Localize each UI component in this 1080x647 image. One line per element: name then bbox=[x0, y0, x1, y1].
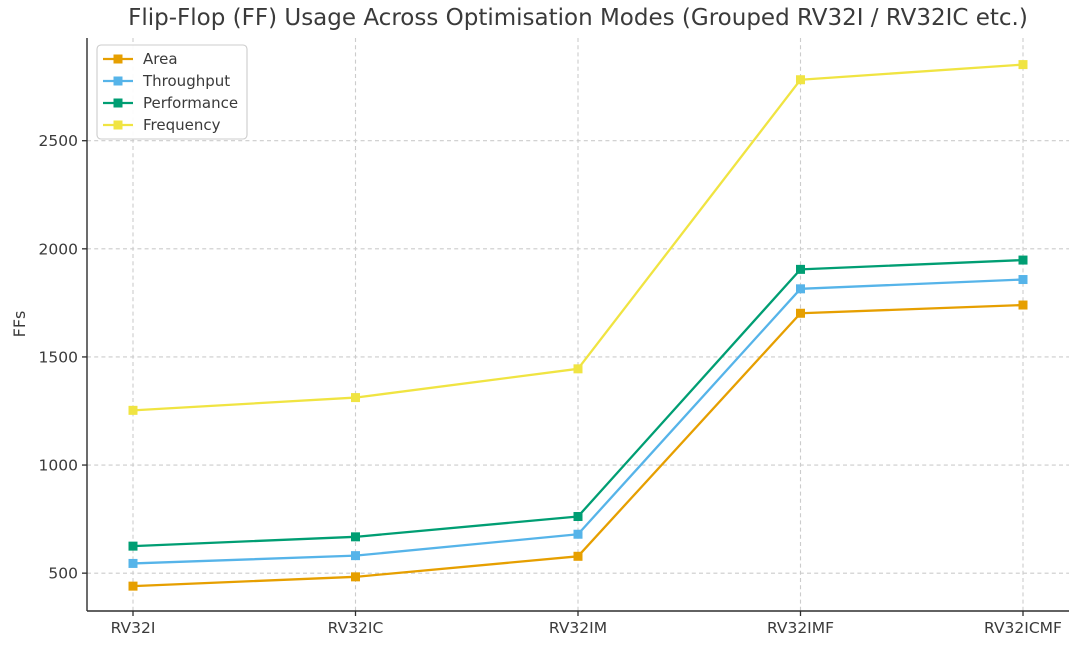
legend-label: Area bbox=[143, 50, 178, 68]
legend-marker-swatch bbox=[113, 76, 123, 86]
legend-item: Throughput bbox=[103, 72, 230, 90]
data-point-marker bbox=[351, 532, 360, 542]
data-point-marker bbox=[351, 551, 360, 561]
data-point-marker bbox=[1018, 300, 1028, 310]
y-axis-label: FFs bbox=[10, 311, 29, 338]
y-tick-label: 2500 bbox=[39, 132, 78, 150]
data-point-marker bbox=[128, 541, 138, 551]
legend-item: Frequency bbox=[103, 116, 221, 134]
legend-marker-swatch bbox=[113, 54, 123, 64]
data-point-marker bbox=[796, 264, 805, 274]
data-point-marker bbox=[796, 308, 805, 318]
x-tick-label: RV32IM bbox=[549, 619, 607, 637]
x-tick-label: RV32IC bbox=[328, 619, 384, 637]
series-area bbox=[128, 300, 1028, 591]
data-point-marker bbox=[573, 512, 583, 522]
data-point-marker bbox=[573, 551, 583, 561]
legend-item: Area bbox=[103, 50, 178, 68]
axes: 500 1000 1500 2000 2500 RV32I RV32IC RV32IM RV32… bbox=[39, 38, 1069, 637]
legend-marker-swatch bbox=[113, 98, 123, 108]
x-tick-label: RV32IMF bbox=[767, 619, 834, 637]
y-tick-label: 1000 bbox=[39, 457, 78, 475]
data-point-marker bbox=[796, 75, 805, 85]
y-tick-label: 2000 bbox=[39, 240, 78, 258]
x-tick-label: RV32I bbox=[111, 619, 156, 637]
legend-label: Frequency bbox=[143, 116, 221, 134]
legend-label: Throughput bbox=[142, 72, 230, 90]
data-point-marker bbox=[796, 284, 805, 294]
legend: Area Throughput Performance Frequency bbox=[96, 44, 248, 140]
data-series-layer bbox=[128, 60, 1028, 591]
data-point-marker bbox=[1018, 60, 1028, 70]
data-point-marker bbox=[1018, 275, 1028, 285]
legend-item: Performance bbox=[103, 94, 238, 112]
series-throughput bbox=[128, 275, 1028, 568]
data-point-marker bbox=[351, 393, 360, 403]
legend-label: Performance bbox=[143, 94, 238, 112]
data-point-marker bbox=[1018, 255, 1028, 265]
data-point-marker bbox=[128, 558, 138, 568]
chart-title: Flip-Flop (FF) Usage Across Optimisation… bbox=[128, 5, 1028, 31]
x-tick-label: RV32ICMF bbox=[984, 619, 1062, 637]
data-point-marker bbox=[128, 581, 138, 591]
series-performance bbox=[128, 255, 1028, 551]
y-tick-label: 1500 bbox=[39, 348, 78, 366]
legend-box bbox=[96, 44, 248, 140]
gridlines bbox=[87, 38, 1069, 611]
data-point-marker bbox=[573, 364, 583, 374]
data-point-marker bbox=[128, 405, 138, 415]
data-point-marker bbox=[351, 572, 360, 582]
legend-marker-swatch bbox=[113, 120, 123, 130]
y-tick-label: 500 bbox=[48, 565, 78, 583]
data-point-marker bbox=[573, 529, 583, 539]
series-frequency bbox=[128, 60, 1028, 415]
